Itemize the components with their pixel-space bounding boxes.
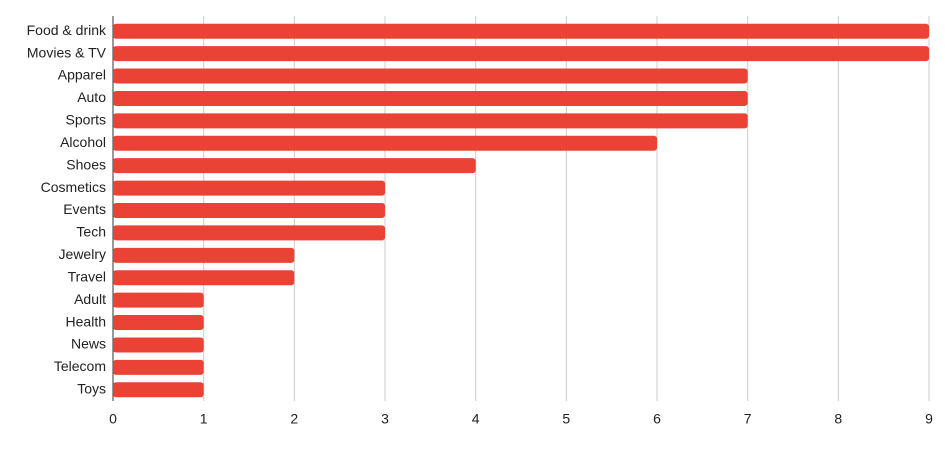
bar xyxy=(113,225,385,241)
y-tick-label: Sports xyxy=(66,112,106,128)
y-tick-label: Movies & TV xyxy=(27,44,107,60)
x-tick-label: 6 xyxy=(653,411,661,427)
bar xyxy=(113,90,748,106)
bar xyxy=(113,359,204,375)
x-tick-label: 7 xyxy=(744,411,752,427)
y-tick-label: Alcohol xyxy=(60,134,106,150)
y-tick-label: Travel xyxy=(68,268,106,284)
bar xyxy=(113,292,204,308)
x-tick-label: 1 xyxy=(200,411,208,427)
x-tick-label: 4 xyxy=(472,411,480,427)
x-tick-label: 5 xyxy=(562,411,570,427)
bar xyxy=(113,247,295,263)
x-tick-label: 2 xyxy=(290,411,298,427)
bar xyxy=(113,23,929,39)
bar xyxy=(113,337,204,353)
bar xyxy=(113,68,748,84)
y-tick-label: Auto xyxy=(77,89,106,105)
bar xyxy=(113,135,657,151)
y-tick-label: Shoes xyxy=(66,156,106,172)
y-tick-label: Toys xyxy=(77,380,106,396)
bar xyxy=(113,180,385,196)
y-tick-label: Adult xyxy=(74,291,106,307)
y-tick-label: Tech xyxy=(76,224,106,240)
x-tick-label: 8 xyxy=(834,411,842,427)
bar xyxy=(113,382,204,398)
y-tick-label: Apparel xyxy=(58,67,106,83)
x-tick-label: 3 xyxy=(381,411,389,427)
y-tick-label: Health xyxy=(66,313,106,329)
bar xyxy=(113,270,295,286)
y-tick-label: Events xyxy=(63,201,106,217)
y-tick-label: News xyxy=(71,336,106,352)
y-tick-label: Jewelry xyxy=(59,246,106,262)
bar xyxy=(113,203,385,218)
y-tick-label: Telecom xyxy=(54,358,106,374)
y-tick-label: Food & drink xyxy=(27,22,107,38)
y-tick-label: Cosmetics xyxy=(41,179,106,195)
x-tick-label: 0 xyxy=(109,411,117,427)
bar xyxy=(113,315,204,331)
bar xyxy=(113,158,476,174)
bar xyxy=(113,46,929,62)
x-tick-label: 9 xyxy=(925,411,933,427)
bar xyxy=(113,113,748,129)
